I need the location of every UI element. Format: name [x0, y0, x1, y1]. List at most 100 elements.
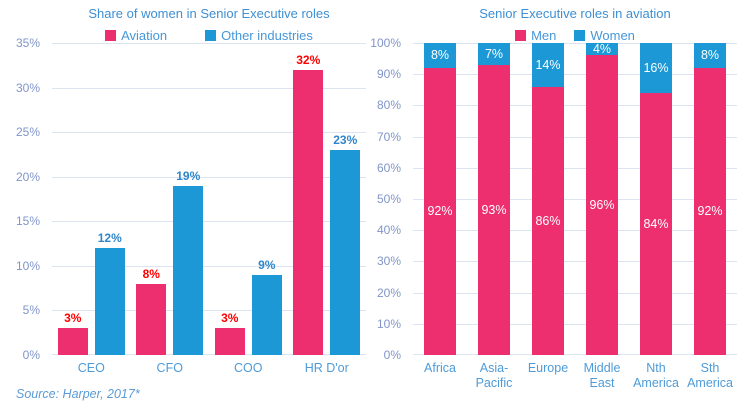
value-label-men-europe: 86% — [535, 213, 561, 228]
y-tick-label: 5% — [22, 303, 40, 318]
gridline — [413, 293, 737, 294]
legend-swatch-women — [574, 30, 586, 41]
bar-sth-america: 92% 8% — [694, 43, 726, 355]
y-tick-label: 50% — [376, 192, 401, 206]
y-tick-label: 10% — [15, 258, 40, 273]
chart-legend: Men Women — [413, 28, 737, 43]
value-label-men-nth-america: 84% — [643, 216, 669, 231]
gridline — [52, 43, 366, 44]
gridline — [413, 199, 737, 200]
y-tick-label: 35% — [15, 36, 40, 50]
chart-title: Share of women in Senior Executive roles — [88, 6, 330, 21]
value-label-other-industries-hr-d-or: 23% — [333, 132, 358, 147]
bar-aviation-ceo — [57, 328, 88, 355]
source-note: Source: Harper, 2017* — [16, 387, 140, 401]
legend-swatch-aviation — [105, 30, 117, 41]
segment-women-middle-east — [586, 43, 618, 56]
segment-men-nth-america — [640, 92, 672, 355]
y-tick-label: 80% — [376, 98, 401, 113]
value-label-aviation-ceo: 3% — [64, 311, 82, 326]
segment-women-asia-pacific — [478, 43, 510, 65]
bar-other-industries-cfo — [173, 185, 204, 355]
x-category-label-sth-america: Sth America — [687, 361, 733, 390]
legend-item-other-industries: Other industries — [205, 28, 313, 43]
bar-aviation-hr-d-or — [293, 69, 324, 355]
gridline — [52, 354, 366, 355]
x-category-label-ceo: CEO — [77, 361, 105, 375]
value-label-women-africa: 8% — [430, 48, 450, 63]
gridline — [413, 354, 737, 355]
x-category-label-nth-america: Nth America — [633, 361, 679, 390]
legend-label: Women — [590, 28, 635, 43]
bar-asia-pacific: 93% 7% — [478, 43, 510, 355]
gridline — [413, 168, 737, 169]
value-label-aviation-cfo: 8% — [142, 266, 160, 281]
y-tick-label: 20% — [376, 285, 401, 300]
segment-men-asia-pacific — [478, 64, 510, 355]
gridline — [52, 132, 366, 133]
chart-share-of-women: Share of women in Senior Executive roles… — [15, 6, 366, 401]
segment-men-sth-america — [694, 67, 726, 355]
value-label-women-asia-pacific: 7% — [484, 46, 504, 61]
legend-item-aviation: Aviation — [105, 28, 167, 43]
value-label-women-sth-america: 8% — [700, 48, 720, 63]
bar-aviation-cfo — [136, 283, 167, 355]
plot-area: 3% 12% 8% 19% 3% 9% 32% 23% — [52, 43, 366, 355]
y-tick-label: 15% — [15, 214, 40, 229]
gridline — [413, 261, 737, 262]
y-tick-label: 20% — [15, 169, 40, 184]
y-tick-label: 30% — [376, 254, 401, 269]
x-category-label-coo: COO — [234, 361, 263, 375]
segment-men-middle-east — [586, 55, 618, 355]
y-tick-label: 30% — [15, 80, 40, 95]
x-category-label-cfo: CFO — [156, 361, 183, 375]
bar-other-industries-ceo — [94, 248, 125, 355]
x-category-label-middle-east: Middle East — [583, 361, 621, 390]
y-tick-label: 70% — [376, 129, 401, 144]
bar-middle-east: 96% 4% — [586, 42, 618, 355]
value-label-men-middle-east: 96% — [589, 198, 615, 213]
gridline — [413, 324, 737, 325]
gridline — [413, 230, 737, 231]
bar-aviation-coo — [214, 328, 245, 355]
bar-other-industries-coo — [251, 274, 282, 355]
gridline — [52, 177, 366, 178]
legend-label: Aviation — [121, 28, 168, 43]
gridline — [413, 43, 737, 44]
y-axis: 0% 10% 20% 30% 40% 50% 60% 70% 80% 90% 100% — [370, 36, 401, 362]
gridline — [52, 310, 366, 311]
bar-other-industries-hr-d-or — [330, 149, 361, 355]
gridline — [413, 137, 737, 138]
x-category-label-africa: Africa — [424, 361, 456, 375]
bar-europe: 86% 14% — [532, 43, 564, 355]
y-tick-label: 0% — [383, 348, 401, 362]
y-tick-label: 40% — [376, 223, 401, 238]
x-category-label-europe: Europe — [527, 361, 569, 375]
chart-roles-in-aviation: Senior Executive roles in aviation Men Wo… — [370, 0, 742, 410]
y-tick-label: 25% — [15, 125, 40, 140]
segment-men-africa — [424, 67, 456, 355]
legend-label: Men — [531, 28, 557, 43]
legend-item-men: Men — [515, 28, 556, 43]
value-label-women-middle-east: 4% — [592, 42, 612, 57]
value-label-women-nth-america: 16% — [643, 60, 669, 75]
value-label-aviation-hr-d-or: 32% — [296, 52, 321, 67]
segment-women-africa — [424, 43, 456, 68]
gridline — [52, 266, 366, 267]
legend-swatch-men — [515, 30, 527, 41]
segment-women-nth-america — [640, 43, 672, 93]
x-category-label-hr-d-or: HR D'or — [304, 361, 349, 375]
y-tick-label: 10% — [376, 316, 401, 331]
legend-item-women: Women — [574, 28, 635, 43]
y-tick-label: 0% — [22, 348, 40, 362]
segment-men-europe — [532, 86, 564, 355]
chart-legend: Aviation Other industries — [52, 28, 366, 43]
value-label-other-industries-ceo: 12% — [97, 231, 122, 246]
y-tick-label: 100% — [370, 36, 401, 50]
bar-nth-america: 84% 16% — [640, 43, 672, 355]
chart-title: Senior Executive roles in aviation — [479, 6, 671, 21]
y-tick-label: 60% — [376, 160, 401, 175]
segment-women-sth-america — [694, 43, 726, 68]
plot-area: 92% 8% 93% 7% 86% 14% 96% 4% 84% 16% 92% 8% — [413, 42, 737, 355]
